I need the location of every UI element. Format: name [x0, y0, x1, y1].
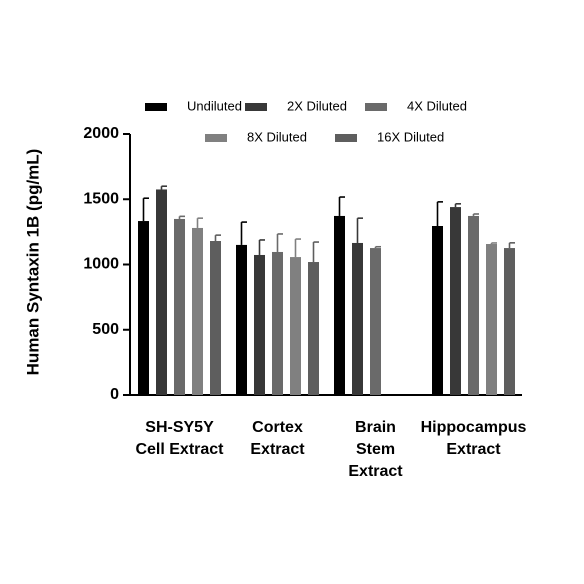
bar — [272, 251, 283, 395]
bar — [486, 244, 497, 395]
y-tick-label: 1000 — [83, 256, 119, 273]
x-tick-label: Stem — [356, 441, 395, 458]
error-bar — [356, 217, 363, 243]
bar — [308, 262, 319, 395]
bar — [334, 215, 345, 395]
x-tick-label: SH-SY5Y — [145, 419, 214, 436]
bar — [254, 254, 265, 395]
x-tick-label: Brain — [355, 419, 396, 436]
y-tick-label: 1500 — [83, 190, 119, 207]
error-bar — [472, 213, 479, 216]
legend-swatch — [145, 103, 167, 111]
x-tick-label: Cortex — [252, 419, 303, 436]
bar — [156, 189, 167, 395]
bar — [290, 257, 301, 395]
error-bar — [142, 197, 149, 222]
error-bar — [294, 238, 301, 258]
legend-swatch — [245, 103, 267, 111]
x-tick-label: Hippocampus — [421, 419, 527, 436]
legend-label: 8X Diluted — [247, 129, 307, 144]
bar — [370, 248, 381, 395]
legend-swatch — [365, 103, 387, 111]
y-tick-label: 2000 — [83, 125, 119, 142]
legend-label: 16X Diluted — [377, 129, 444, 144]
error-bar — [454, 203, 461, 208]
legend-label: 2X Diluted — [287, 98, 347, 113]
y-tick-label: 0 — [110, 386, 119, 403]
x-tick-label: Extract — [348, 463, 403, 480]
error-bar — [160, 185, 167, 190]
bar — [504, 248, 515, 395]
error-bar — [258, 239, 265, 255]
y-tick-label: 500 — [92, 321, 119, 338]
x-tick-label: Cell Extract — [135, 441, 224, 458]
error-bar — [276, 233, 283, 252]
bar — [236, 244, 247, 395]
bar — [174, 218, 185, 395]
error-bar — [508, 242, 515, 249]
error-bar — [196, 217, 203, 228]
bar — [210, 241, 221, 395]
error-bar — [338, 196, 345, 216]
legend-swatch — [335, 134, 357, 142]
legend-label: Undiluted — [187, 98, 242, 113]
bar — [192, 227, 203, 395]
error-bar — [312, 241, 319, 263]
bar — [432, 226, 443, 395]
legend-swatch — [205, 134, 227, 142]
error-bar — [436, 201, 443, 227]
error-bar — [178, 215, 185, 219]
legend-label: 4X Diluted — [407, 98, 467, 113]
bar — [352, 242, 363, 395]
error-bar — [214, 234, 221, 242]
bar — [468, 215, 479, 395]
x-tick-label: Extract — [250, 441, 305, 458]
bar — [450, 207, 461, 395]
error-bar — [240, 221, 247, 245]
bar — [138, 221, 149, 395]
x-tick-label: Extract — [446, 441, 501, 458]
y-axis-title: Human Syntaxin 1B (pg/mL) — [23, 149, 42, 376]
error-bar — [490, 242, 497, 245]
error-bar — [374, 245, 381, 249]
